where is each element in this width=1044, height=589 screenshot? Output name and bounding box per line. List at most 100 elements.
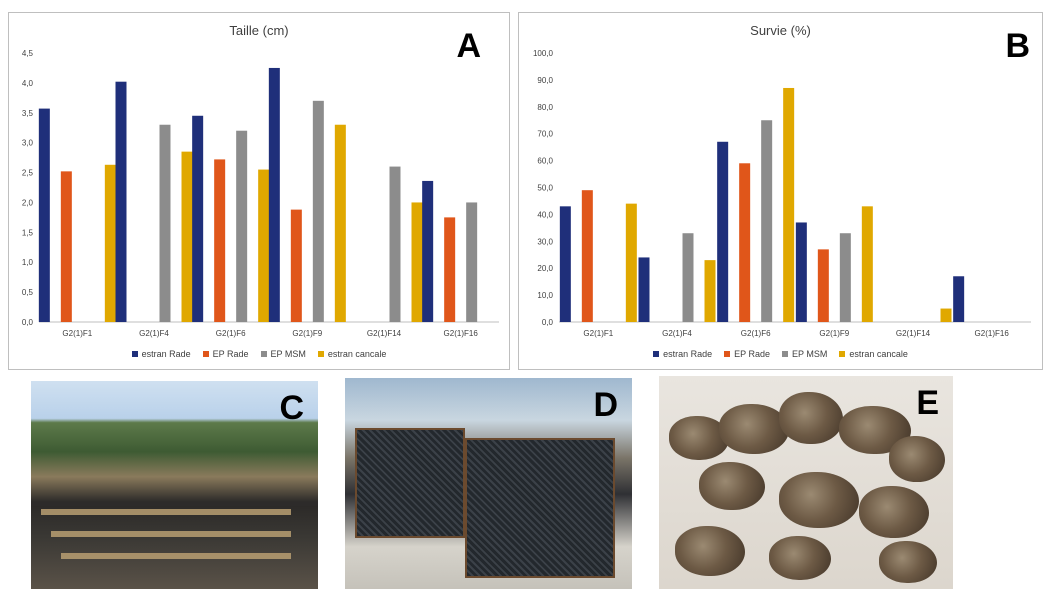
bar-ep-msm <box>236 130 248 322</box>
bar-estran-cancale <box>411 202 423 322</box>
bar-estran-cancale <box>258 169 270 322</box>
legend-survie: estran Rade EP Rade EP MSM estran cancal… <box>519 349 1042 359</box>
oyster-shell <box>699 462 765 510</box>
x-tick-label: G2(1)F14 <box>896 329 931 338</box>
y-tick-label: 1,0 <box>22 258 34 267</box>
x-tick-label: G2(1)F1 <box>62 329 92 338</box>
y-tick-label: 90,0 <box>537 76 553 85</box>
y-tick-label: 0,0 <box>22 318 34 327</box>
oyster-shell <box>859 486 929 538</box>
y-tick-label: 3,0 <box>22 139 34 148</box>
y-tick-label: 4,5 <box>22 49 34 58</box>
bar-estran-cancale <box>104 164 116 322</box>
bar-estran-cancale <box>783 87 795 322</box>
legend-item-ep-msm: EP MSM <box>260 349 306 359</box>
bar-ep-rade <box>214 159 226 322</box>
bar-estran-cancale <box>940 308 952 322</box>
y-tick-label: 70,0 <box>537 130 553 139</box>
oyster-shell <box>879 541 937 583</box>
x-tick-label: G2(1)F6 <box>741 329 771 338</box>
oyster-shell <box>889 436 945 482</box>
bar-estran-cancale <box>625 203 637 322</box>
bar-estran-rade <box>953 276 965 322</box>
x-tick-label: G2(1)F6 <box>216 329 246 338</box>
oyster-bag-frame <box>355 428 465 538</box>
y-tick-label: 100,0 <box>533 49 554 58</box>
bar-estran-cancale <box>334 124 346 322</box>
bar-estran-rade <box>638 257 650 322</box>
x-tick-label: G2(1)F16 <box>444 329 479 338</box>
y-tick-label: 40,0 <box>537 210 553 219</box>
legend-item-estran-cancale: estran cancale <box>839 349 908 359</box>
bar-ep-rade <box>581 190 593 322</box>
x-tick-label: G2(1)F16 <box>975 329 1010 338</box>
photo-oysters-closeup: E <box>659 376 953 589</box>
bar-estran-rade <box>38 108 50 323</box>
legend-item-ep-rade: EP Rade <box>724 349 770 359</box>
photo-oyster-tables-foreshore: C <box>31 381 318 589</box>
y-tick-label: 30,0 <box>537 237 553 246</box>
y-tick-label: 60,0 <box>537 157 553 166</box>
y-tick-label: 0,5 <box>22 288 34 297</box>
chart-title-survie: Survie (%) <box>750 23 811 38</box>
y-tick-label: 1,5 <box>22 228 34 237</box>
chart-panel-taille: Taille (cm) A 0,0 0,5 1,0 1,5 2,0 2,5 3,0 3,5 4,… <box>8 12 510 370</box>
panel-letter-d: D <box>593 386 618 424</box>
y-tick-label: 50,0 <box>537 184 553 193</box>
oyster-shell <box>779 392 843 444</box>
chart-panel-survie: Survie (%) B 0,0 10,0 20,0 30,0 40,0 50,0 60,0… <box>518 12 1043 370</box>
photo-oyster-bags-frame: D <box>345 378 632 589</box>
legend-item-estran-cancale: estran cancale <box>317 349 386 359</box>
bar-ep-msm <box>312 100 324 322</box>
panel-letter-b: B <box>1005 27 1030 65</box>
legend-item-estran-rade: estran Rade <box>653 349 712 359</box>
bar-estran-rade <box>268 67 280 322</box>
bar-ep-msm <box>682 233 694 322</box>
bar-estran-cancale <box>861 206 873 322</box>
oyster-bag-frame <box>465 438 615 578</box>
oyster-shell <box>769 536 831 580</box>
y-tick-label: 3,5 <box>22 109 34 118</box>
bar-estran-rade <box>115 81 127 323</box>
bar-estran-rade <box>717 141 729 322</box>
bar-ep-rade <box>817 249 829 322</box>
y-tick-label: 2,5 <box>22 169 34 178</box>
bar-ep-msm <box>761 120 773 322</box>
x-tick-label: G2(1)F4 <box>662 329 692 338</box>
bar-ep-rade <box>739 163 751 322</box>
bar-ep-msm <box>839 233 851 322</box>
bar-ep-rade <box>60 171 72 322</box>
bar-estran-rade <box>422 180 434 322</box>
bar-estran-rade <box>559 206 571 322</box>
y-tick-label: 10,0 <box>537 291 553 300</box>
y-tick-label: 20,0 <box>537 264 553 273</box>
legend-item-estran-rade: estran Rade <box>131 349 191 359</box>
chart-title-taille: Taille (cm) <box>229 23 289 38</box>
bar-ep-msm <box>159 124 171 322</box>
oyster-shell <box>719 404 789 454</box>
y-tick-label: 2,0 <box>22 198 34 207</box>
bar-ep-rade <box>290 209 302 322</box>
x-tick-label: G2(1)F9 <box>292 329 322 338</box>
chart-survie: 0,0 10,0 20,0 30,0 40,0 50,0 60,0 70,0 80,0 90,0 1… <box>533 49 1031 338</box>
x-tick-label: G2(1)F4 <box>139 329 169 338</box>
bar-ep-msm <box>389 166 401 322</box>
x-tick-label: G2(1)F1 <box>583 329 613 338</box>
bar-ep-rade <box>444 217 456 322</box>
x-tick-label: G2(1)F9 <box>819 329 849 338</box>
chart-taille: 0,0 0,5 1,0 1,5 2,0 2,5 3,0 3,5 4,0 4,5 G2(1)F1 G2(… <box>22 49 499 338</box>
oyster-rack <box>51 531 291 537</box>
oyster-shell <box>779 472 859 528</box>
legend-taille: estran Rade EP Rade EP MSM estran cancal… <box>9 349 509 359</box>
oyster-rack <box>41 509 291 515</box>
bar-estran-rade <box>795 222 807 322</box>
oyster-shell <box>675 526 745 576</box>
legend-item-ep-msm: EP MSM <box>782 349 827 359</box>
oyster-rack <box>61 553 291 559</box>
panel-letter-e: E <box>916 384 939 422</box>
panel-letter-a: A <box>456 27 481 65</box>
y-tick-label: 0,0 <box>542 318 554 327</box>
legend-item-ep-rade: EP Rade <box>202 349 249 359</box>
panel-letter-c: C <box>279 389 304 427</box>
bar-ep-msm <box>466 202 478 322</box>
